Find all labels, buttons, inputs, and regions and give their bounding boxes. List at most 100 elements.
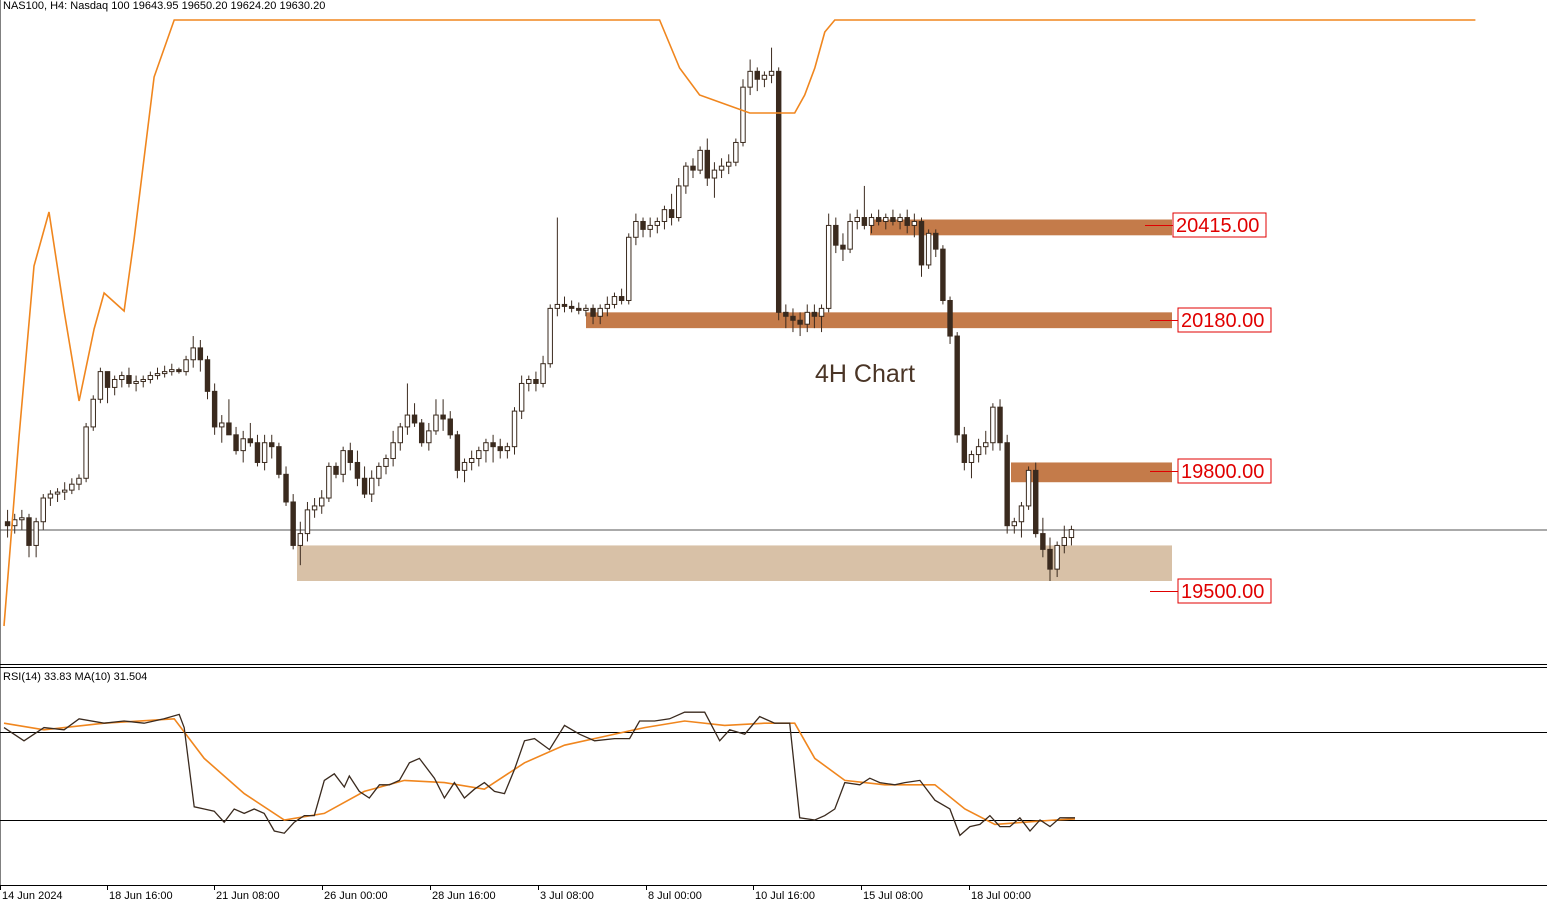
candle <box>597 304 603 325</box>
candle <box>561 296 568 313</box>
candle <box>447 411 453 439</box>
candle <box>683 162 689 194</box>
candle <box>1033 462 1039 538</box>
level-label-19500.00: 19500.00 <box>1150 578 1272 604</box>
candle <box>990 403 996 451</box>
candle <box>754 67 760 92</box>
candle <box>933 229 939 258</box>
candle <box>4 509 11 538</box>
candle <box>540 355 546 388</box>
candle <box>640 217 646 238</box>
candle <box>111 375 118 396</box>
x-tick-label: 18 Jul 00:00 <box>971 890 1031 902</box>
candle <box>261 434 268 471</box>
candle <box>711 162 718 198</box>
candle <box>854 209 860 230</box>
candle <box>740 79 746 147</box>
candle <box>76 474 82 491</box>
candle <box>190 336 196 368</box>
candle <box>875 209 882 226</box>
candle <box>418 419 425 447</box>
candle <box>847 213 853 254</box>
rsi-line <box>3 711 1075 837</box>
candle <box>975 438 982 463</box>
candle <box>947 296 953 344</box>
candlesticks <box>0 47 1547 581</box>
rsi-pane <box>0 711 1547 837</box>
candle <box>904 209 910 234</box>
candle <box>547 304 553 368</box>
candle <box>775 67 782 321</box>
candle <box>161 365 168 378</box>
level-value: 20415.00 <box>1176 215 1259 237</box>
candle <box>397 422 403 451</box>
candle <box>554 217 561 317</box>
candle <box>461 458 468 483</box>
candle <box>1040 517 1046 558</box>
candle <box>290 494 296 550</box>
x-tick-label: 3 Jul 08:00 <box>540 890 594 902</box>
candle <box>825 213 832 313</box>
candle <box>747 59 753 96</box>
zone-20180.00 <box>586 312 1172 329</box>
x-tick-label: 26 Jun 00:00 <box>324 890 388 902</box>
candle <box>768 47 775 84</box>
candle <box>940 245 946 305</box>
candle <box>204 355 211 400</box>
rsi-ma-line <box>3 717 1076 826</box>
candle <box>226 399 232 436</box>
candle <box>583 304 589 317</box>
candle <box>368 470 375 502</box>
candle <box>297 521 304 566</box>
candle <box>718 158 725 179</box>
candle <box>668 193 675 226</box>
candle <box>1054 541 1060 578</box>
candle <box>725 154 732 175</box>
candle <box>918 217 925 277</box>
candle <box>783 304 789 329</box>
candle <box>568 300 575 313</box>
level-labels: 20415.00 20180.00 19800.00 19500.00 <box>1145 212 1272 604</box>
level-label-19800.00: 19800.00 <box>1150 458 1272 484</box>
candle <box>504 442 511 459</box>
candle <box>61 482 68 500</box>
candle <box>961 426 968 471</box>
candle <box>968 450 975 479</box>
candle <box>333 462 339 479</box>
candle <box>383 454 389 475</box>
x-tick-label: 8 Jul 00:00 <box>648 890 702 902</box>
level-value: 19800.00 <box>1181 461 1264 483</box>
candle <box>911 213 918 238</box>
candle <box>576 302 582 315</box>
candle <box>54 488 61 502</box>
candle <box>883 213 889 230</box>
x-tick-label: 21 Jun 08:00 <box>216 890 280 902</box>
candle <box>604 296 611 317</box>
x-tick-label: 18 Jun 16:00 <box>109 890 173 902</box>
candle <box>954 332 960 443</box>
candle <box>140 375 146 388</box>
candle <box>269 434 275 459</box>
candle <box>633 213 639 246</box>
candle <box>868 213 875 234</box>
candle <box>626 233 632 305</box>
x-axis: 14 Jun 2024 18 Jun 16:00 21 Jun 08:00 26 Ju… <box>0 885 1031 902</box>
candle <box>69 478 75 495</box>
candle <box>97 367 104 404</box>
candle <box>611 292 618 309</box>
candle <box>347 442 354 471</box>
candle <box>326 462 332 502</box>
candle <box>233 426 239 455</box>
candle <box>19 509 25 530</box>
zone-20415.00 <box>870 219 1172 236</box>
candle <box>833 217 839 254</box>
candle <box>997 399 1003 451</box>
candle <box>276 442 282 479</box>
candle <box>1047 537 1053 581</box>
candle <box>247 422 254 447</box>
candle <box>647 217 653 238</box>
candle <box>790 308 796 333</box>
candle <box>797 312 803 337</box>
candle <box>861 185 868 230</box>
